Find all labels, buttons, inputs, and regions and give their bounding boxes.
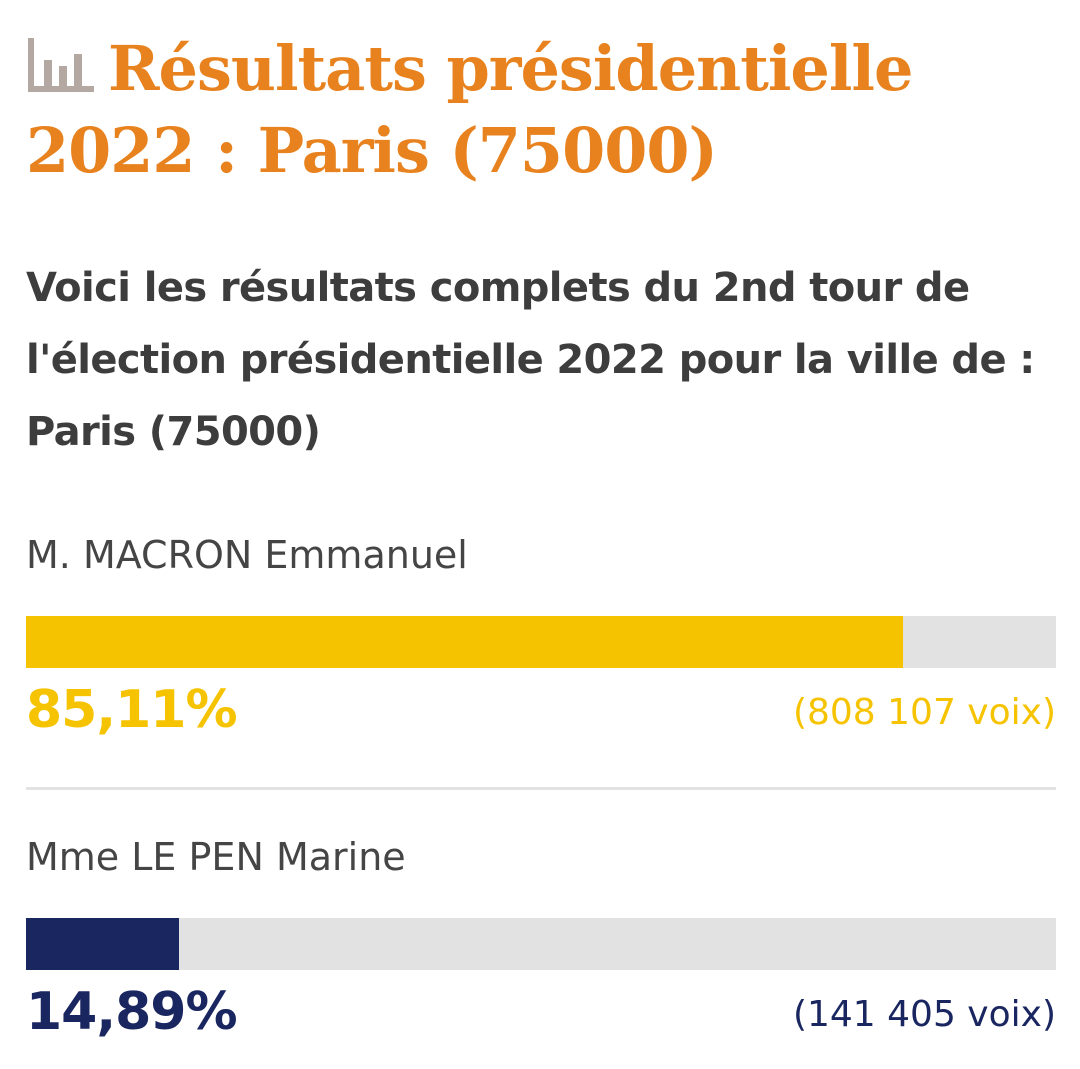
votes-count: (808 107 voix) bbox=[792, 692, 1056, 733]
votes-count: (141 405 voix) bbox=[792, 994, 1056, 1035]
intro-text: Voici les résultats complets du 2nd tour… bbox=[26, 265, 1035, 455]
result-bar-fill bbox=[26, 616, 903, 668]
percent-value: 14,89% bbox=[26, 982, 238, 1042]
candidate-result-le-pen: Mme LE PEN Marine 14,89% (141 405 voix) bbox=[26, 832, 1056, 1062]
candidate-name: M. MACRON Emmanuel bbox=[26, 533, 468, 577]
page-title-text: Résultats présidentielle 2022 : Paris (7… bbox=[26, 32, 913, 187]
result-bar-track bbox=[26, 616, 1056, 668]
bar-chart-icon bbox=[26, 32, 96, 114]
page-title: Résultats présidentielle 2022 : Paris (7… bbox=[26, 28, 1056, 192]
divider bbox=[26, 787, 1056, 790]
percent-value: 85,11% bbox=[26, 680, 238, 740]
result-bar-track bbox=[26, 918, 1056, 970]
candidate-name: Mme LE PEN Marine bbox=[26, 835, 406, 879]
result-bar-fill bbox=[26, 918, 180, 970]
results-header: Résultats présidentielle 2022 : Paris (7… bbox=[26, 28, 1056, 192]
candidate-result-macron: M. MACRON Emmanuel 85,11% (808 107 voix) bbox=[26, 530, 1056, 760]
